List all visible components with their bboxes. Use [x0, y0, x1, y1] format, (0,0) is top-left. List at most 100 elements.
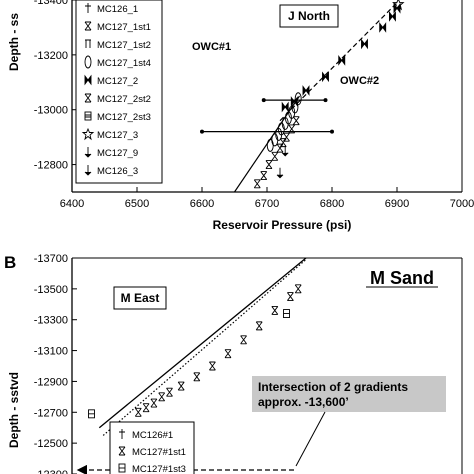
panel-a-legend-entry: MC127_1st2 [97, 40, 151, 51]
panel-b-region-label-box [113, 286, 167, 310]
panel-b-point [271, 306, 279, 315]
panel-a-legend-marker [84, 74, 92, 86]
panel-b-letter: B [4, 253, 16, 272]
panel-a-point [271, 151, 279, 161]
panel-a-legend-marker [84, 93, 92, 103]
panel-b-point [224, 349, 232, 359]
panel-a-x-tick-label: 6700 [255, 198, 279, 210]
panel-a-region-label-box [279, 4, 339, 28]
panel-a-x-axis-label: Reservoir Pressure (psi) [213, 218, 352, 232]
panel-a-data-points [253, 0, 405, 189]
panel-a-point [292, 116, 300, 126]
panel-b-point [294, 284, 302, 294]
panel-a-point [283, 132, 290, 142]
panel-b-trend-line [102, 259, 307, 436]
panel-a-point [392, 0, 405, 11]
panel-a-x-tick-label: 6800 [320, 198, 344, 210]
panel-a-legend-marker [85, 3, 91, 13]
panel-a-legend-entry: MC126_1 [97, 4, 138, 15]
panel-b-data-points [88, 284, 302, 419]
panel-b-y-tick-label: -12500 [34, 438, 68, 450]
panel-a-point [265, 160, 273, 170]
panel-a-y-tick-label: -13400 [34, 0, 68, 7]
panel-a-y-tick-label: -12800 [34, 160, 68, 172]
panel-b-point [193, 372, 201, 382]
panel-b-legend-marker [118, 463, 126, 473]
panel-a-legend-marker [81, 127, 95, 141]
panel-a-point [288, 124, 296, 134]
panel-b-y-ticks: -12300 -12500 -12700 -12900 -13100 -13300 -135… [34, 253, 77, 474]
panel-b-callout-arrow [295, 411, 326, 467]
panel-a-legend-entry: MC127_1st1 [97, 22, 151, 33]
panel-b-point [209, 361, 216, 371]
panel-a-legend: MC126_1 MC127_1st1 MC127_1st2 MC127_1st4 MC1… [81, 3, 151, 177]
panel-b-point [150, 398, 158, 408]
panel-a-region-label: J North [288, 9, 330, 23]
panel-a-point [260, 171, 268, 180]
panel-a-x-ticks: 6400 6500 6600 6700 6800 6900 7000 [60, 187, 474, 210]
panel-a-point [279, 138, 287, 148]
panel-a-point [322, 71, 329, 83]
panel-a-owc-lines [200, 98, 334, 134]
panel-b-legend-marker [119, 429, 125, 439]
panel-a-owc-dot [261, 98, 266, 103]
panel-a-trend-lines [234, 2, 398, 192]
panel-a-x-tick-label: 6900 [385, 198, 409, 210]
panel-a-point [281, 145, 289, 157]
panel-b-legend-entry: MC126#1 [132, 430, 173, 441]
panel-a-legend-entry: MC127_3 [97, 130, 138, 141]
panel-b-legend-entry: MC127#1st3 [132, 464, 186, 474]
panel-a-x-tick-label: 6500 [125, 198, 149, 210]
panel-a-point [302, 85, 310, 96]
panel-a-owc2-label: OWC#2 [340, 75, 379, 87]
panel-b-title: M Sand [370, 268, 434, 288]
panel-a-point [294, 92, 302, 106]
panel-b-callout-line1: Intersection of 2 gradients [258, 380, 408, 394]
panel-a-legend-marker [84, 147, 92, 158]
panel-a-x-tick-label: 6400 [60, 198, 84, 210]
panel-b-y-tick-label: -12700 [34, 407, 68, 419]
panel-b-callout-line2: approx. -13,600’ [258, 395, 349, 409]
panel-a-y-ticks: -12800 -13000 -13200 -13400 [34, 0, 77, 172]
panel-b-y-tick-label: -13700 [34, 253, 68, 265]
panel-a-point [276, 167, 284, 179]
panel-a-owc-dot [323, 98, 328, 103]
panel-b-point [166, 387, 173, 397]
panel-a-legend-marker [84, 55, 92, 69]
panel-a-legend-box [75, 0, 163, 184]
panel-b-y-tick-label: -12900 [34, 376, 68, 388]
panel-a-legend-entry: MC127_9 [97, 148, 138, 159]
panel-a-y-axis-label: Depth - ss [7, 13, 21, 71]
panel-b-y-tick-label: -13500 [34, 284, 68, 296]
panel-a-legend-entry: MC127_1st4 [97, 58, 151, 69]
panel-a-legend-entry: MC127_2st3 [97, 112, 151, 123]
panel-b-y-tick-label: -12300 [34, 469, 68, 474]
panel-b-callout-box [252, 376, 446, 412]
panel-b-region-label: M East [121, 291, 160, 305]
panel-b-legend-entry: MC127#1st1 [132, 447, 186, 458]
panel-a-legend-entry: MC127_2st2 [97, 94, 151, 105]
panel-b-y-tick-label: -13300 [34, 315, 68, 327]
panel-b-trend-line [98, 258, 307, 429]
panel-a-legend-marker [85, 39, 91, 48]
panel-a-point [361, 38, 368, 50]
panel-b-trend-lines [98, 258, 307, 436]
panel-a-point [389, 11, 396, 22]
panel-a-legend-marker [84, 111, 92, 121]
panel-b-chart: B -12300-12500-12700-12900-13100-13300-1… [4, 253, 463, 474]
panel-a-x-tick-label: 7000 [450, 198, 474, 210]
panel-a-owc-dot [330, 129, 334, 134]
panel-b-y-tick-label: -13100 [34, 346, 68, 358]
panel-a-legend-entry: MC127_2 [97, 76, 138, 87]
panel-b-point [142, 403, 150, 413]
panel-a-point [338, 54, 346, 66]
panel-a-point [281, 101, 289, 113]
panel-a-legend-entry: MC126_3 [97, 166, 138, 177]
panel-b-point [177, 381, 185, 391]
panel-a-point [266, 138, 274, 152]
panel-b-point [134, 407, 142, 417]
panel-b-point [158, 392, 166, 402]
panel-a-owc-dot [200, 129, 204, 134]
panel-b-point [88, 409, 95, 419]
